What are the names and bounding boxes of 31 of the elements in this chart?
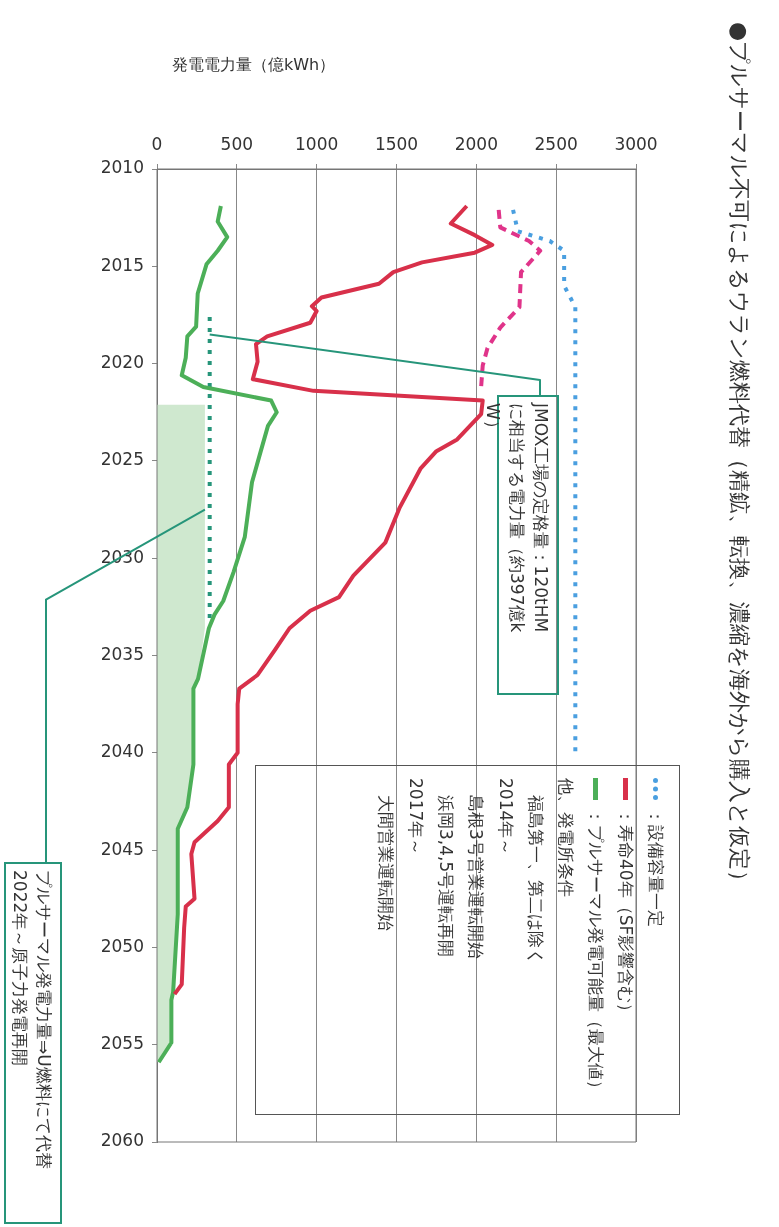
annotation: 2017年～: [405, 778, 427, 858]
x-tick-label: 2500: [534, 134, 578, 155]
x-axis-title: 発電電力量（億kWh）: [172, 55, 336, 76]
annotation: プルサーマル発電力量⇒U燃料にて代替2022年～原子力発電再開: [4, 862, 62, 1224]
x-tick-label: 1500: [374, 134, 419, 155]
legend-label: ：プルサーマル発電可能量（最大値）: [586, 808, 606, 1097]
annotation: 2014年～: [495, 778, 517, 858]
y-tick-label: 2055: [100, 1033, 144, 1054]
legend-label: ：寿命40年（SF影響含む）: [616, 808, 636, 1021]
annotation: 浜岡3,4,5号運転再開: [435, 794, 457, 960]
x-tick-label: 3000: [614, 134, 658, 155]
y-tick-label: 2010: [100, 157, 144, 178]
x-tick-label: 0: [151, 134, 163, 155]
x-tick-label: 2000: [454, 134, 498, 155]
annotation: 島根3号営業運転開始: [465, 794, 487, 961]
y-tick-label: 2035: [100, 643, 144, 664]
x-tick-label: 1000: [295, 134, 339, 155]
legend-label: ：設備容量一定: [646, 808, 666, 927]
y-tick-label: 2050: [100, 935, 144, 956]
annotation: 福島第一、第二は除く: [525, 794, 547, 967]
y-tick-label: 2020: [100, 352, 144, 373]
annotation: JMOX工場の定格量：120tHMに相当する電力量（約397億kW）: [483, 401, 552, 635]
y-tick-label: 2060: [100, 1130, 144, 1151]
text: ●プルサーマル不可によるウラン燃料代替（精鉱、転換、濃縮を海外から購入と仮定）: [726, 22, 753, 893]
annotation: 大間営業運転開始: [375, 794, 397, 933]
y-tick-label: 2040: [100, 741, 144, 762]
y-tick-label: 2015: [100, 254, 144, 275]
annotation: 他、発電所条件: [555, 778, 577, 899]
x-tick-label: 500: [220, 134, 254, 155]
y-tick-label: 2045: [100, 838, 144, 859]
y-tick-label: 2025: [100, 449, 144, 470]
